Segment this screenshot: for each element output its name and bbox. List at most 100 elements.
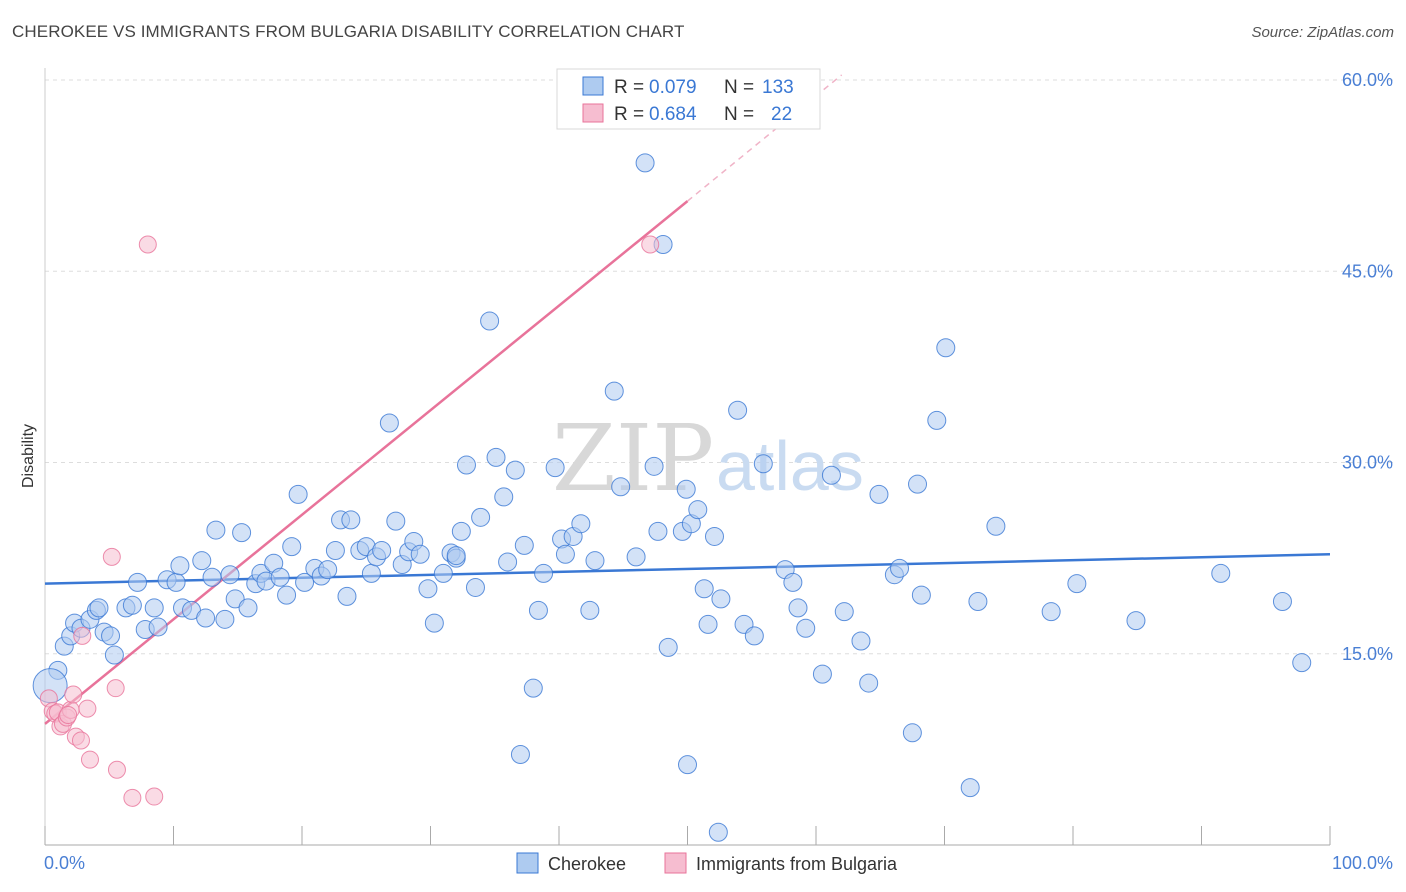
point-cherokee-49 <box>361 563 381 583</box>
point-cherokee-102 <box>783 572 803 592</box>
point-cherokee-46 <box>341 510 361 530</box>
legend-n-label-cherokee: N = <box>724 77 754 98</box>
legend-swatch-cherokee <box>582 76 604 96</box>
point-cherokee-52 <box>379 413 399 433</box>
point-cherokee-94 <box>698 614 718 634</box>
point-cherokee-112 <box>890 558 910 578</box>
point-cherokee-24 <box>202 567 222 587</box>
point-cherokee-36 <box>277 585 297 605</box>
y-tick-label-1: 30.0% <box>1342 453 1393 473</box>
point-cherokee-42 <box>318 560 338 580</box>
point-cherokee-106 <box>821 465 841 485</box>
point-cherokee-126 <box>1292 653 1312 673</box>
point-cherokee-84 <box>626 547 646 567</box>
point-cherokee-86 <box>644 456 664 476</box>
point-cherokee-79 <box>571 514 591 534</box>
point-bulgaria-18 <box>145 787 164 806</box>
point-cherokee-131 <box>708 822 728 842</box>
point-cherokee-26 <box>215 609 235 629</box>
point-cherokee-53 <box>386 511 406 531</box>
point-cherokee-95 <box>704 526 724 546</box>
trend-line-bulgaria <box>44 200 689 725</box>
bottom-legend-swatch-bulgaria <box>664 852 687 874</box>
point-cherokee-65 <box>465 577 485 597</box>
point-bulgaria-21 <box>59 705 78 724</box>
point-cherokee-68 <box>486 447 506 467</box>
point-cherokee-87 <box>648 521 668 541</box>
point-cherokee-16 <box>148 617 168 637</box>
point-bulgaria-13 <box>80 750 99 769</box>
bottom-legend-swatch-cherokee <box>516 852 539 874</box>
point-bulgaria-10 <box>71 731 90 750</box>
legend-r-label-bulgaria: R = <box>614 104 644 125</box>
point-cherokee-122 <box>1067 574 1087 594</box>
point-cherokee-109 <box>859 673 879 693</box>
point-cherokee-123 <box>1126 611 1146 631</box>
point-cherokee-13 <box>128 572 148 592</box>
point-cherokee-114 <box>908 474 928 494</box>
point-cherokee-15 <box>144 598 164 618</box>
point-cherokee-103 <box>788 598 808 618</box>
point-bulgaria-20 <box>641 235 660 254</box>
point-cherokee-9 <box>101 626 121 646</box>
legend-n-value-cherokee: 133 <box>762 77 794 98</box>
point-cherokee-121 <box>1041 602 1061 622</box>
y-tick-label-2: 45.0% <box>1342 261 1393 281</box>
data-points <box>32 153 1312 842</box>
point-cherokee-75 <box>534 563 554 583</box>
watermark-atlas: atlas <box>716 427 864 505</box>
point-cherokee-97 <box>728 400 748 420</box>
point-cherokee-108 <box>851 631 871 651</box>
point-bulgaria-17 <box>123 788 142 807</box>
point-cherokee-93 <box>694 579 714 599</box>
point-cherokee-107 <box>834 602 854 622</box>
point-cherokee-30 <box>238 598 258 618</box>
point-bulgaria-14 <box>102 547 121 566</box>
point-cherokee-38 <box>288 484 308 504</box>
point-cherokee-45 <box>337 586 357 606</box>
point-cherokee-127 <box>446 546 466 566</box>
point-bulgaria-19 <box>138 235 157 254</box>
point-cherokee-82 <box>604 381 624 401</box>
source-label: Source: ZipAtlas.com <box>1251 24 1394 41</box>
point-cherokee-125 <box>1272 591 1292 611</box>
legend: R = 0.079 N = 133 R = 0.684 N = 22 <box>556 68 821 130</box>
point-cherokee-130 <box>678 755 697 775</box>
y-tick-label-3: 60.0% <box>1342 70 1393 90</box>
point-cherokee-73 <box>523 678 543 698</box>
point-cherokee-81 <box>585 551 605 571</box>
point-cherokee-80 <box>580 600 600 620</box>
point-cherokee-51 <box>372 540 392 560</box>
point-cherokee-99 <box>744 626 764 646</box>
point-cherokee-7 <box>89 598 109 618</box>
point-cherokee-92 <box>688 500 708 520</box>
point-cherokee-76 <box>545 458 565 478</box>
bottom-legend-label-cherokee: Cherokee <box>548 854 626 874</box>
point-cherokee-57 <box>410 544 430 564</box>
point-cherokee-22 <box>192 551 212 571</box>
point-cherokee-66 <box>471 507 491 527</box>
point-cherokee-43 <box>325 540 345 560</box>
legend-r-value-bulgaria: 0.684 <box>649 104 697 125</box>
point-cherokee-19 <box>170 556 190 576</box>
point-cherokee-69 <box>494 487 514 507</box>
point-cherokee-115 <box>911 585 931 605</box>
point-cherokee-58 <box>418 579 438 599</box>
point-bulgaria-16 <box>107 760 126 779</box>
point-cherokee-23 <box>196 608 216 628</box>
point-bulgaria-8 <box>64 685 83 704</box>
bottom-legend: Cherokee Immigrants from Bulgaria <box>516 852 898 874</box>
x-tick-label-1: 100.0% <box>1332 853 1393 873</box>
point-cherokee-71 <box>505 460 525 480</box>
point-cherokee-60 <box>433 563 453 583</box>
point-cherokee-59 <box>424 613 444 633</box>
point-cherokee-63 <box>451 521 471 541</box>
point-bulgaria-15 <box>106 679 125 698</box>
x-tick-label-0: 0.0% <box>44 853 85 873</box>
point-cherokee-120 <box>986 516 1006 536</box>
legend-swatch-bulgaria <box>582 103 604 123</box>
point-cherokee-105 <box>812 664 832 684</box>
point-cherokee-96 <box>711 589 731 609</box>
legend-n-value-bulgaria: 22 <box>771 104 792 125</box>
